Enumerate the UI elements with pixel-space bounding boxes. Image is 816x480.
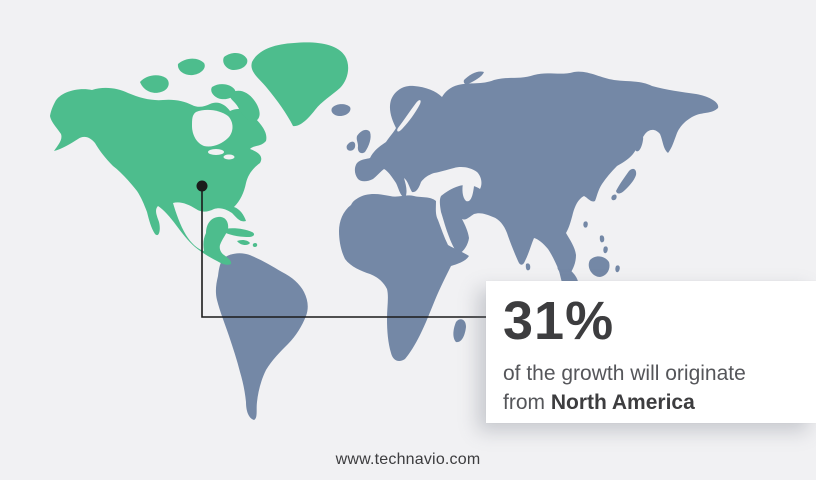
info-card: 31% of the growth will originate from No…	[486, 281, 816, 423]
baltic-sea	[397, 100, 421, 132]
caribbean-islands	[221, 228, 258, 248]
continent-eurasia	[354, 71, 719, 291]
description-line1: of the growth will originate	[503, 361, 746, 385]
percentage-value: 31%	[503, 291, 615, 351]
canadian-arctic-islands	[140, 53, 260, 122]
hudson-bay	[192, 109, 233, 147]
island-sri-lanka	[525, 263, 531, 271]
island-novaya-zemlya	[463, 71, 484, 85]
callout-line	[201, 186, 487, 318]
greenland	[251, 42, 349, 127]
great-lakes-east	[223, 154, 235, 160]
description-prefix: from	[503, 391, 551, 415]
island-sakhalin	[634, 134, 644, 152]
other-world-regions	[215, 71, 719, 420]
islands-japan	[583, 168, 637, 228]
caspian-sea	[462, 176, 475, 202]
region-name: North America	[550, 391, 695, 415]
island-ireland	[346, 141, 356, 151]
islands-southeast-asia	[557, 235, 620, 286]
continent-south-america	[215, 253, 308, 420]
website-url: www.technavio.com	[335, 451, 481, 468]
description-line2: from North America	[503, 388, 806, 417]
black-sea	[451, 173, 467, 185]
callout-connector	[196, 180, 487, 318]
inland-water-cutouts	[192, 100, 475, 202]
continent-africa	[339, 194, 469, 361]
island-iceland	[331, 104, 351, 116]
island-great-britain	[356, 129, 371, 154]
great-lakes-west	[208, 149, 224, 155]
location-marker-dot	[196, 180, 208, 192]
island-madagascar	[453, 319, 466, 343]
